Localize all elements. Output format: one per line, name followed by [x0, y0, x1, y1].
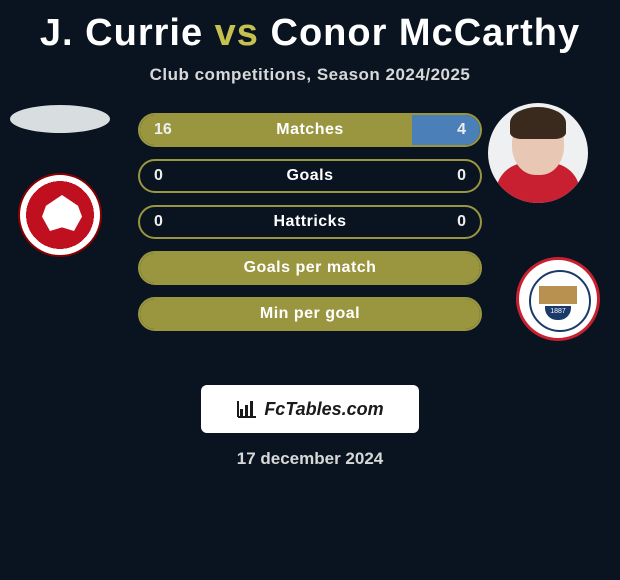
player2-avatar	[488, 103, 588, 203]
subtitle: Club competitions, Season 2024/2025	[0, 65, 620, 85]
player1-name: J. Currie	[40, 12, 203, 54]
date-label: 17 december 2024	[0, 449, 620, 469]
stat-bar: 00Goals	[138, 159, 482, 193]
stat-label: Goals	[140, 161, 480, 191]
comparison-title: J. Currie vs Conor McCarthy	[0, 0, 620, 55]
stat-bar: 164Matches	[138, 113, 482, 147]
stats-bars: 164Matches 00Goals 00Hattricks Goals per ma…	[138, 113, 482, 343]
stat-label: Hattricks	[140, 207, 480, 237]
stat-bar: 00Hattricks	[138, 205, 482, 239]
player2-name: Conor McCarthy	[271, 12, 581, 54]
player1-club-crest	[18, 173, 102, 257]
chart-icon	[236, 399, 258, 419]
stat-label: Goals per match	[140, 253, 480, 283]
stat-label: Matches	[140, 115, 480, 145]
comparison-content: 1887 164Matches 00Goals 00Hattricks Goals p…	[0, 113, 620, 373]
logo-text: FcTables.com	[264, 399, 383, 420]
player1-avatar	[10, 105, 110, 133]
fctables-logo: FcTables.com	[201, 385, 419, 433]
player2-club-crest: 1887	[516, 257, 600, 341]
stat-bar: Min per goal	[138, 297, 482, 331]
crest-year: 1887	[545, 306, 571, 320]
stat-label: Min per goal	[140, 299, 480, 329]
stat-bar: Goals per match	[138, 251, 482, 285]
vs-separator: vs	[215, 12, 259, 54]
